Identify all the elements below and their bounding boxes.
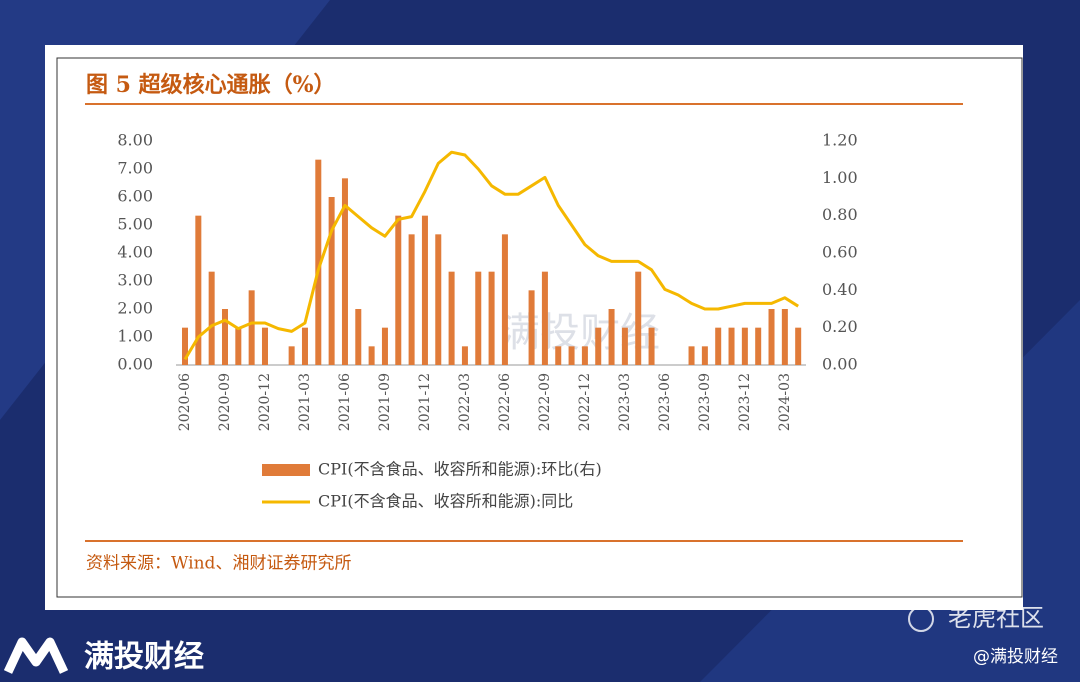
y-tick-label: 0.00 — [117, 355, 153, 374]
x-tick-label: 2022-06 — [497, 373, 513, 431]
bar — [541, 271, 548, 365]
bar — [328, 197, 335, 365]
bar — [195, 215, 202, 365]
card-border — [56, 57, 1023, 598]
source: 资料来源：Wind、湘财证券研究所 — [86, 554, 351, 574]
x-tick-label: 2021-06 — [337, 373, 353, 431]
bar — [182, 327, 188, 365]
plot: 0.00 1.00 2.00 3.00 4.00 5.00 6.00 7.00 8.00 0.00… — [117, 131, 857, 511]
bar — [555, 346, 562, 365]
brand-logo — [3, 637, 69, 674]
bar — [248, 290, 255, 365]
x-tick-label: 2023-06 — [657, 373, 673, 431]
x-tick-label: 2023-12 — [737, 373, 753, 431]
y-tick-label: 4.00 — [117, 243, 153, 262]
line — [183, 150, 799, 361]
bar — [461, 346, 468, 365]
bar — [208, 271, 215, 365]
bar — [488, 271, 495, 365]
y2-tick-label: 0.00 — [822, 355, 858, 374]
bar — [448, 271, 455, 365]
bar — [728, 327, 735, 365]
bar — [768, 309, 775, 365]
legend-label: CPI(不含食品、收容所和能源):同比 — [318, 492, 573, 511]
bar — [395, 215, 402, 365]
x-tick-label: 2021-12 — [417, 373, 433, 431]
bar — [781, 309, 788, 365]
bar — [408, 234, 415, 365]
y-tick-label: 2.00 — [117, 299, 153, 318]
bar — [341, 178, 348, 365]
x-tick-label: 2022-09 — [537, 373, 553, 431]
x-tick-label: 2023-03 — [617, 373, 633, 431]
bar — [528, 290, 535, 365]
y-tick-label: 8.00 — [117, 131, 153, 150]
bar — [501, 234, 508, 365]
bar — [741, 327, 748, 365]
y2-tick-label: 1.00 — [822, 168, 858, 187]
bar — [475, 271, 482, 365]
bar — [635, 271, 642, 365]
x-tick-label: 2022-12 — [577, 373, 593, 431]
bar — [608, 309, 615, 365]
y2-tick-label: 0.20 — [822, 317, 858, 336]
y2-tick-label: 1.20 — [822, 131, 858, 150]
bar — [368, 346, 375, 365]
bar — [581, 346, 588, 365]
bar — [701, 346, 708, 365]
bar — [795, 327, 802, 365]
x-tick-label: 2023-09 — [697, 373, 713, 431]
bar — [648, 327, 655, 365]
legend-label: CPI(不含食品、收容所和能源):环比(右) — [318, 460, 602, 479]
x-tick-label: 2021-03 — [297, 373, 313, 431]
y-tick-label: 3.00 — [117, 271, 153, 290]
bar — [435, 234, 442, 365]
bar — [421, 215, 428, 365]
x-tick-label: 2020-09 — [217, 373, 233, 431]
bar — [355, 309, 362, 365]
brand: 满投财经 — [84, 640, 204, 675]
y-tick-label: 5.00 — [117, 215, 153, 234]
bar — [261, 327, 268, 365]
bar — [568, 346, 575, 365]
handle: @满投财经 — [973, 647, 1058, 667]
watermark: 满投财经 — [500, 310, 660, 356]
bar — [621, 327, 628, 365]
y-tick-label: 6.00 — [117, 187, 153, 206]
bar — [315, 159, 322, 365]
y-tick-label: 1.00 — [117, 327, 153, 346]
x-tick-label: 2020-06 — [177, 373, 193, 431]
chart-title: 图 5 超级核心通胀（%） — [86, 72, 336, 98]
y-tick-label: 7.00 — [117, 159, 153, 178]
bar — [595, 327, 602, 365]
bar — [715, 327, 722, 365]
y2-tick-label: 0.80 — [822, 205, 858, 224]
bar — [381, 327, 388, 365]
bar — [221, 309, 228, 365]
x-tick-label: 2020-12 — [257, 373, 273, 431]
community-logo — [908, 606, 934, 632]
community: 老虎社区 — [948, 604, 1044, 632]
bar — [288, 346, 295, 365]
x-tick-label: 2022-03 — [457, 373, 473, 431]
x-tick-label: 2021-09 — [377, 373, 393, 431]
legend-swatch — [262, 464, 310, 476]
x-tick-label: 2024-03 — [777, 373, 793, 431]
bar — [235, 327, 242, 365]
y2-tick-label: 0.40 — [822, 280, 858, 299]
bar — [688, 346, 695, 365]
y2-tick-label: 0.60 — [822, 243, 858, 262]
bar — [301, 327, 308, 365]
bar — [755, 327, 762, 365]
